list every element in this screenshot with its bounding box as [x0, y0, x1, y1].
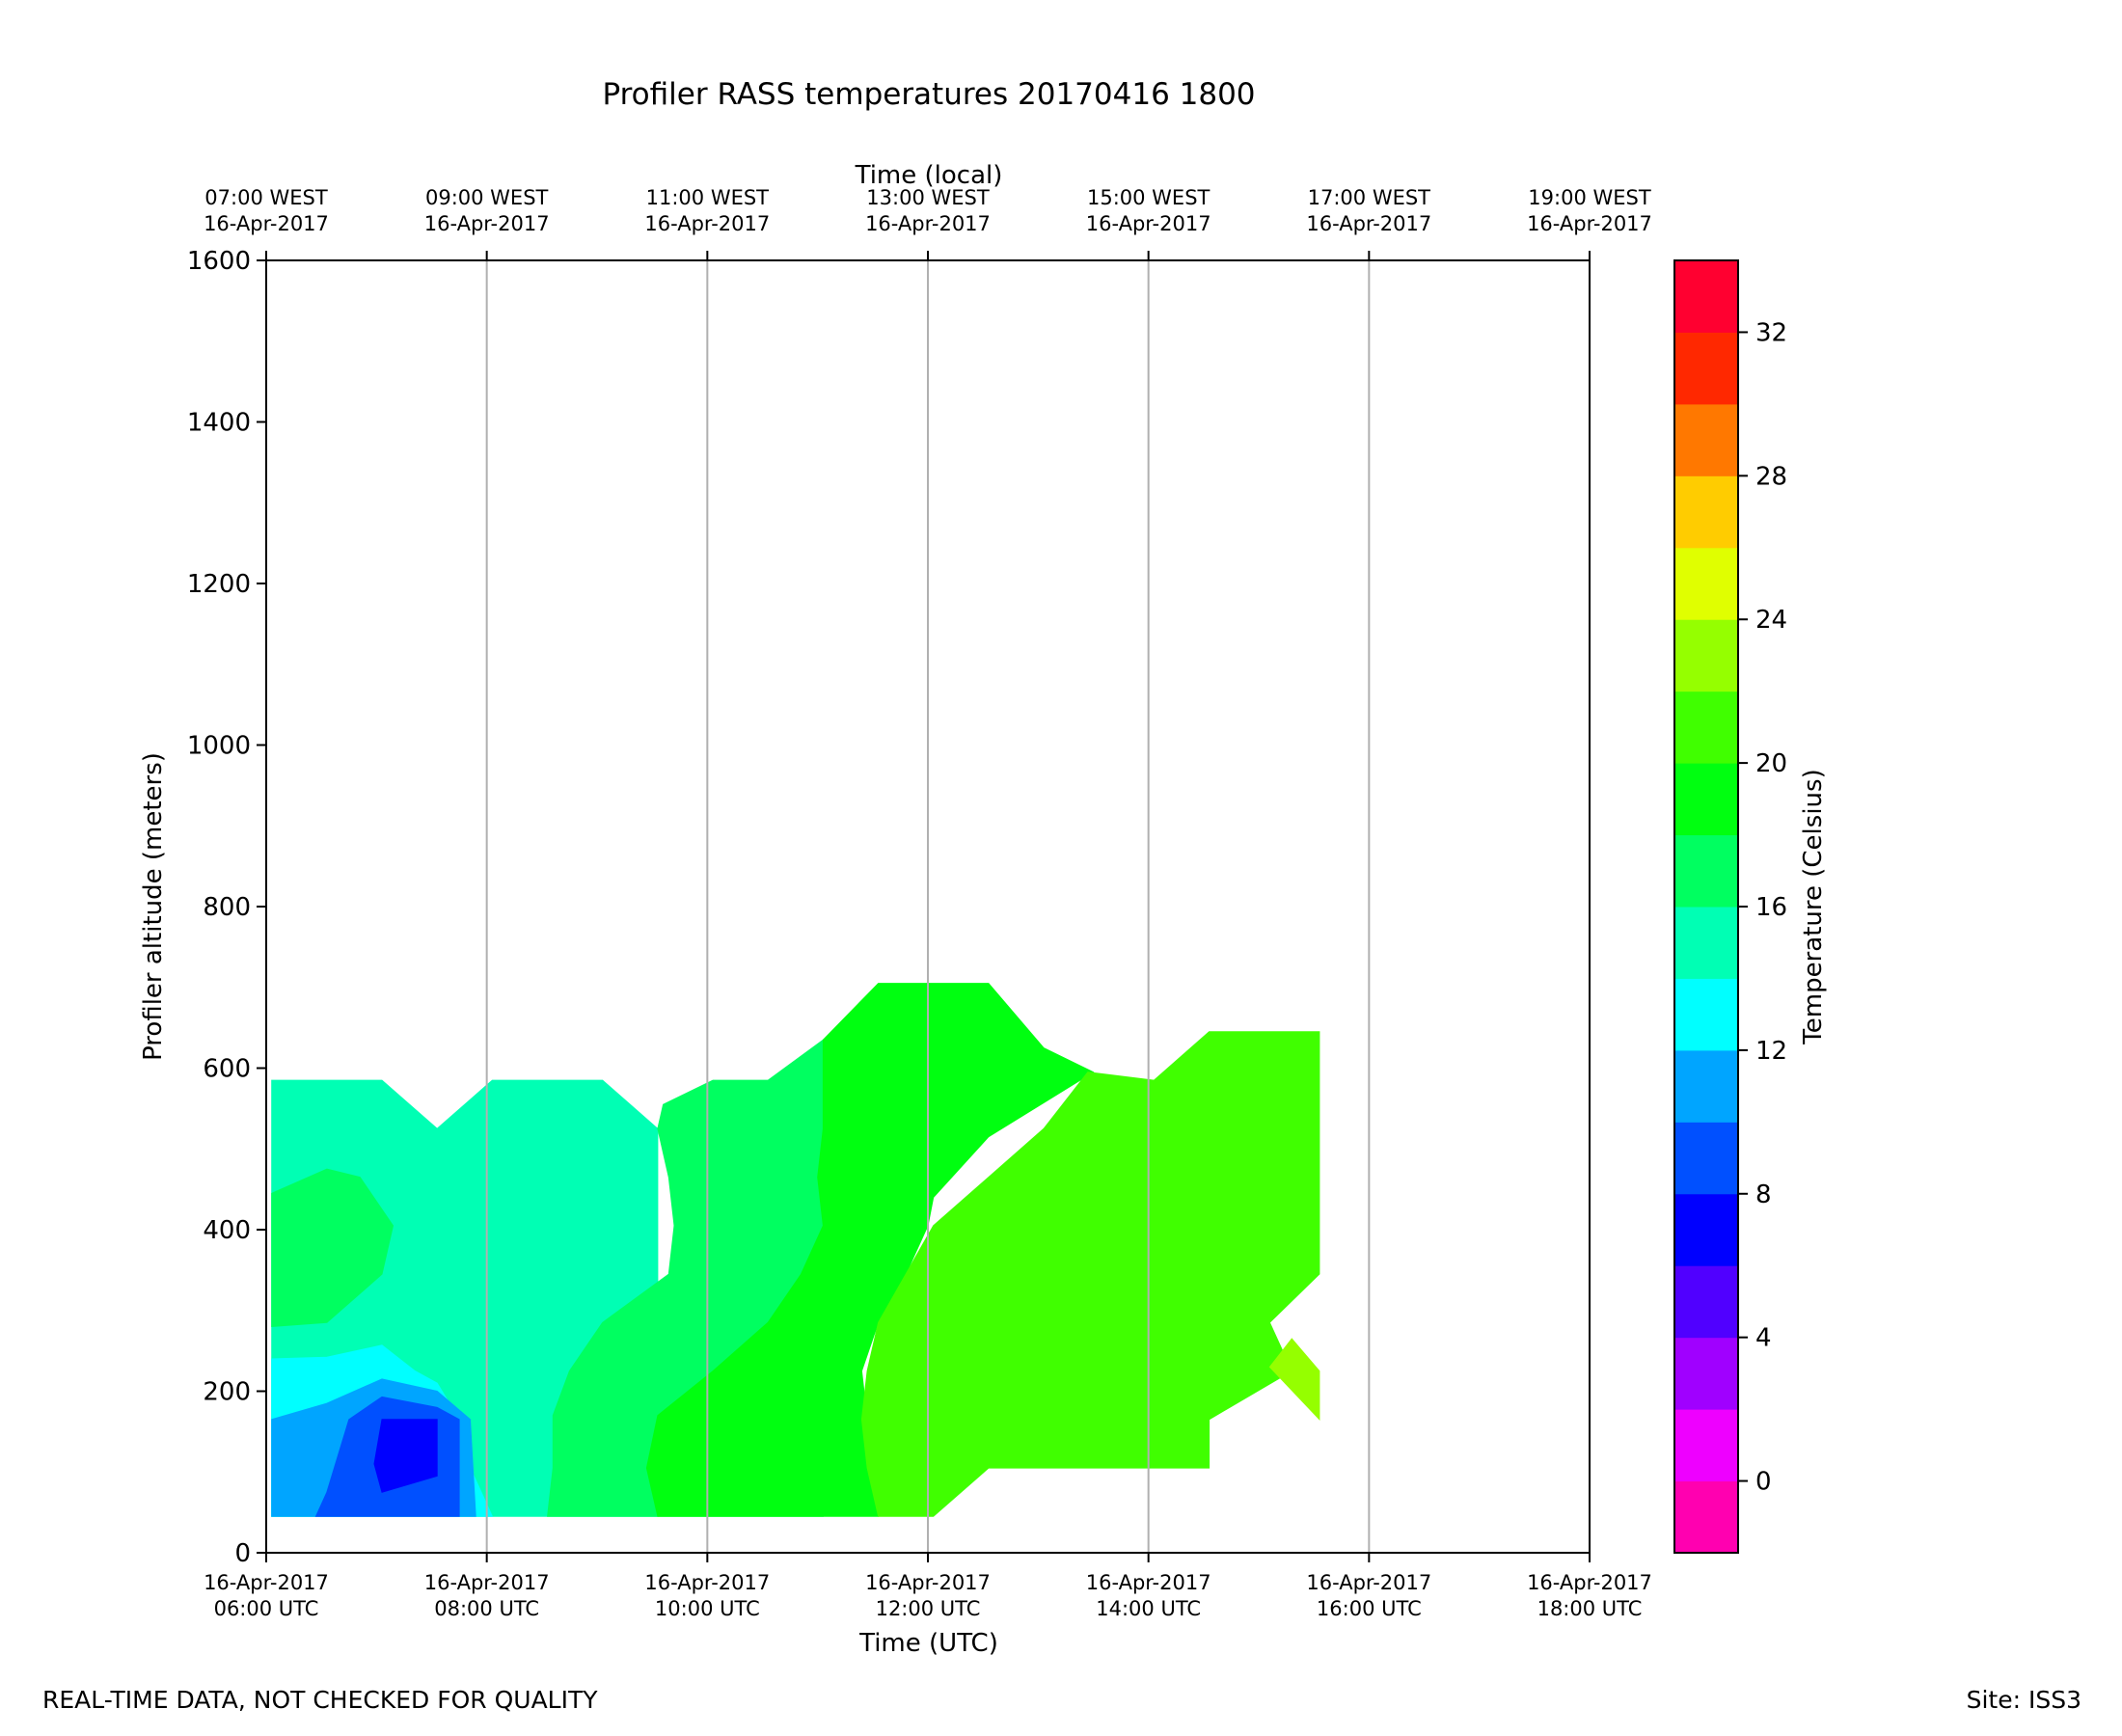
x-tick-label-top-time: 17:00 WEST — [1308, 186, 1431, 209]
colorbar-tick-label: 0 — [1755, 1468, 1772, 1497]
y-tick-label: 200 — [203, 1378, 251, 1407]
x-tick-label-bottom-date: 16-Apr-2017 — [1306, 1571, 1431, 1594]
colorbar-segment-26 — [1674, 475, 1738, 549]
top-axis-label: Time (local) — [855, 161, 1003, 190]
y-tick-label: 600 — [203, 1055, 251, 1084]
colorbar-tick-label: 20 — [1755, 749, 1787, 778]
contour-region-18-20-7 — [645, 983, 1095, 1517]
x-tick-label-top-date: 16-Apr-2017 — [1306, 212, 1431, 235]
x-axis-label: Time (UTC) — [858, 1629, 998, 1658]
colorbar-tick-label: 28 — [1755, 462, 1787, 491]
colorbar-tick-label: 8 — [1755, 1180, 1772, 1209]
x-tick-label-top-time: 15:00 WEST — [1087, 186, 1211, 209]
colorbar-label: Temperature (Celsius) — [1799, 769, 1828, 1044]
contour-region-6-8-6 — [373, 1419, 438, 1493]
x-tick-label-top-date: 16-Apr-2017 — [644, 212, 770, 235]
y-tick-label: 1200 — [187, 570, 251, 599]
x-tick-label-top-date: 16-Apr-2017 — [424, 212, 550, 235]
x-tick-label-bottom-date: 16-Apr-2017 — [865, 1571, 991, 1594]
x-tick-label-top-time: 09:00 WEST — [425, 186, 549, 209]
colorbar-tick-label: 32 — [1755, 318, 1787, 347]
x-tick-label-bottom-date: 16-Apr-2017 — [204, 1571, 329, 1594]
colorbar-segment-6 — [1674, 1193, 1738, 1266]
colorbar-tick-label: 4 — [1755, 1324, 1772, 1353]
colorbar-segment-18 — [1674, 763, 1738, 836]
x-tick-label-top-time: 13:00 WEST — [866, 186, 990, 209]
y-tick-label: 800 — [203, 893, 251, 922]
x-tick-label-bottom-date: 16-Apr-2017 — [1527, 1571, 1652, 1594]
x-tick-label-bottom-time: 08:00 UTC — [434, 1597, 539, 1620]
colorbar-segment--2 — [1674, 1480, 1738, 1554]
contour-region-16-18-1 — [271, 1168, 394, 1328]
quality-disclaimer: REAL-TIME DATA, NOT CHECKED FOR QUALITY — [42, 1686, 598, 1714]
contour-regions — [271, 983, 1320, 1517]
x-tick-label-bottom-date: 16-Apr-2017 — [1086, 1571, 1211, 1594]
y-tick-label: 0 — [234, 1539, 251, 1568]
colorbar-segment-8 — [1674, 1122, 1738, 1195]
colorbar-segment-12 — [1674, 978, 1738, 1051]
y-axis-label: Profiler altitude (meters) — [139, 752, 168, 1061]
colorbar-segment-0 — [1674, 1409, 1738, 1482]
colorbar-segment-16 — [1674, 834, 1738, 908]
x-tick-label-top-date: 16-Apr-2017 — [1527, 212, 1652, 235]
x-tick-label-bottom-time: 10:00 UTC — [655, 1597, 760, 1620]
y-tick-label: 1600 — [187, 247, 251, 276]
colorbar-segment-30 — [1674, 332, 1738, 405]
x-tick-label-bottom-date: 16-Apr-2017 — [424, 1571, 550, 1594]
colorbar-segment-20 — [1674, 691, 1738, 764]
grid-lines — [485, 260, 1371, 1553]
colorbar-segment-14 — [1674, 907, 1738, 979]
colorbar: 0 4 8 12 16 20 24 28 32 — [1673, 259, 1787, 1554]
colorbar-segment-10 — [1674, 1049, 1738, 1123]
y-tick-label: 1400 — [187, 409, 251, 438]
colorbar-segment-32 — [1674, 260, 1738, 333]
y-axis: 0 200 400 600 800 1000 1200 1400 1600 — [187, 247, 266, 1568]
x-tick-label-bottom-date: 16-Apr-2017 — [644, 1571, 770, 1594]
colorbar-tick-label: 12 — [1755, 1037, 1787, 1066]
colorbar-segment-24 — [1674, 547, 1738, 620]
colorbar-segment-28 — [1674, 403, 1738, 476]
y-tick-label: 1000 — [187, 732, 251, 761]
x-tick-label-top-date: 16-Apr-2017 — [865, 212, 991, 235]
x-tick-label-top-time: 11:00 WEST — [646, 186, 770, 209]
x-tick-label-bottom-time: 06:00 UTC — [214, 1597, 319, 1620]
site-label: Site: ISS3 — [1966, 1686, 2081, 1714]
colorbar-segment-4 — [1674, 1265, 1738, 1339]
colorbar-segment-2 — [1674, 1337, 1738, 1410]
colorbar-tick-label: 24 — [1755, 606, 1787, 635]
x-tick-label-bottom-time: 12:00 UTC — [876, 1597, 981, 1620]
x-tick-label-top-date: 16-Apr-2017 — [1086, 212, 1211, 235]
x-axis: 16-Apr-2017 06:00 UTC 07:00 WEST 16-Apr-201… — [204, 186, 1652, 1620]
chart-title: Profiler RASS temperatures 20170416 1800 — [602, 77, 1255, 112]
x-tick-label-top-time: 07:00 WEST — [204, 186, 328, 209]
x-tick-label-top-time: 19:00 WEST — [1528, 186, 1651, 209]
contour-region-20-22-8 — [860, 1031, 1320, 1517]
x-tick-label-top-date: 16-Apr-2017 — [204, 212, 329, 235]
colorbar-segment-22 — [1674, 619, 1738, 692]
contour-region-22-24-9 — [1268, 1338, 1320, 1422]
x-tick-label-bottom-time: 18:00 UTC — [1537, 1597, 1643, 1620]
x-tick-label-bottom-time: 16:00 UTC — [1317, 1597, 1422, 1620]
y-tick-label: 400 — [203, 1216, 251, 1245]
x-tick-label-bottom-time: 14:00 UTC — [1096, 1597, 1201, 1620]
colorbar-tick-label: 16 — [1755, 893, 1787, 922]
